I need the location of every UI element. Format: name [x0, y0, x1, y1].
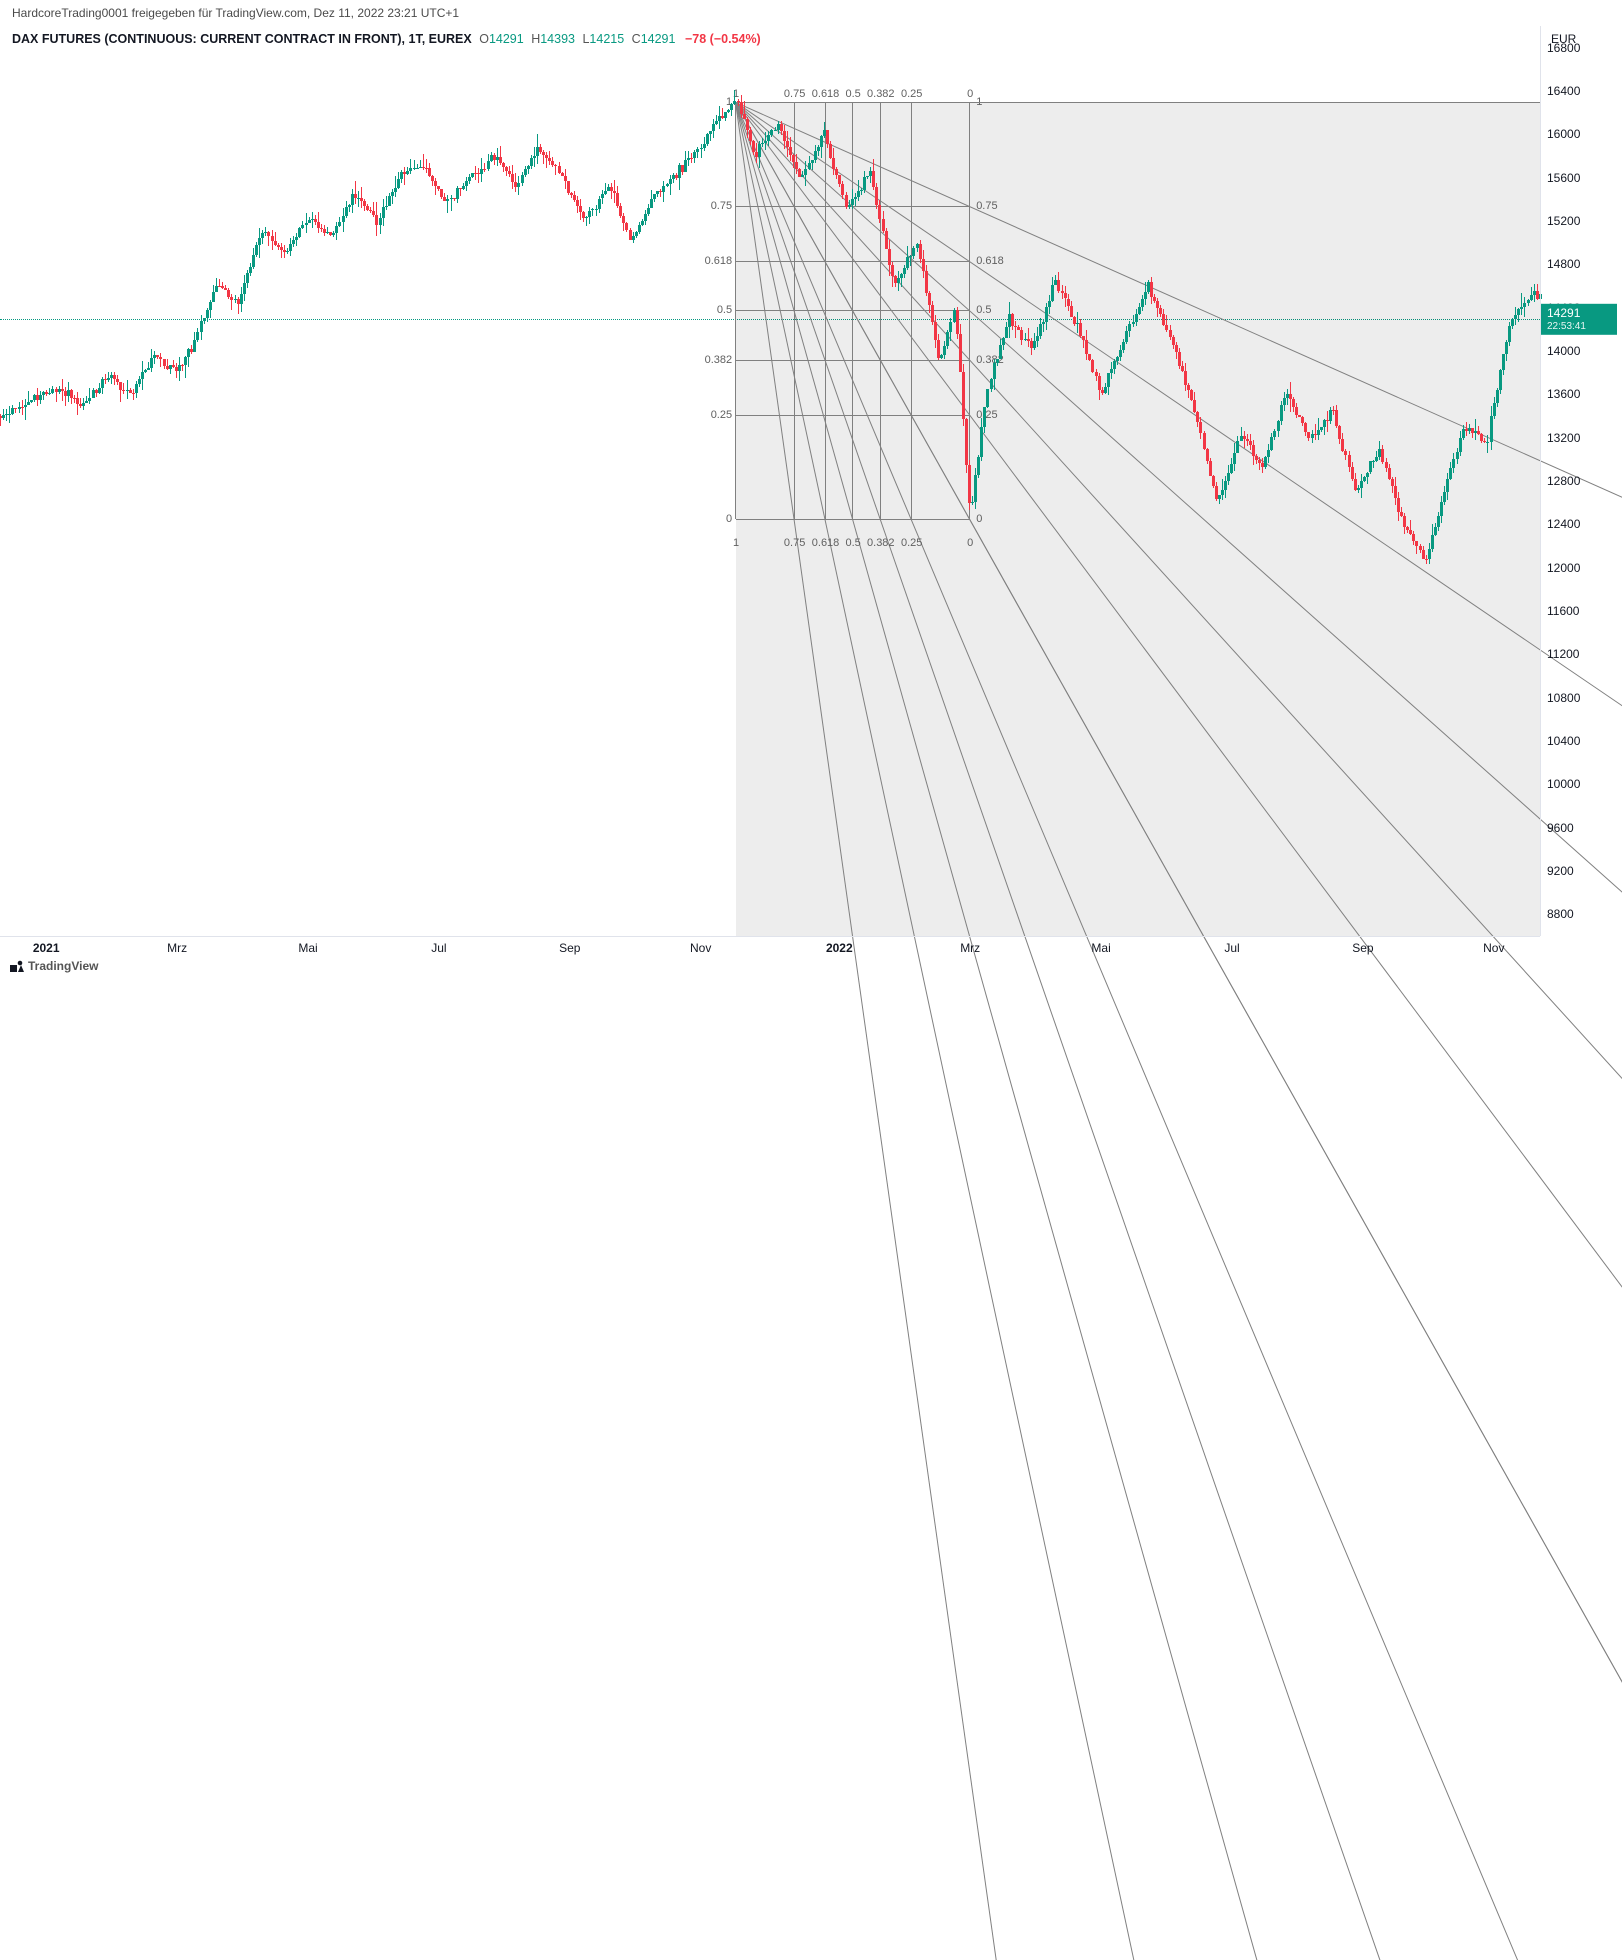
fib-label: 0 [967, 537, 973, 549]
fib-label: 0.25 [711, 409, 732, 421]
y-tick: 16000 [1547, 127, 1580, 141]
y-tick: 13200 [1547, 431, 1580, 445]
y-tick: 12400 [1547, 517, 1580, 531]
x-tick: Jul [431, 941, 446, 955]
fib-label: 0.382 [867, 537, 895, 549]
fib-hline [736, 415, 970, 416]
fib-label: 0 [726, 513, 732, 525]
x-tick: Mrz [167, 941, 187, 955]
y-tick: 8800 [1547, 907, 1574, 921]
y-tick: 13600 [1547, 387, 1580, 401]
fib-vline [880, 102, 881, 519]
y-tick: 10400 [1547, 734, 1580, 748]
watermark-text: TradingView [28, 959, 98, 973]
fib-fan-ray [736, 102, 1540, 103]
publisher: HardcoreTrading0001 [12, 6, 128, 20]
y-tick: 12000 [1547, 561, 1580, 575]
fib-label: 0.75 [711, 200, 732, 212]
fib-label: 0.75 [784, 537, 805, 549]
fib-box-edge [736, 519, 970, 520]
fib-label: 0.25 [976, 409, 997, 421]
fib-label: 0.25 [901, 88, 922, 100]
fib-label: 0.618 [812, 537, 840, 549]
y-tick: 9200 [1547, 864, 1574, 878]
fib-label: 0.5 [976, 304, 991, 316]
tradingview-icon [10, 960, 24, 974]
fib-label: 0.5 [717, 304, 732, 316]
fib-label: 1 [733, 537, 739, 549]
fib-label: 0.25 [901, 537, 922, 549]
tradingview-watermark: TradingView [10, 959, 98, 974]
y-tick: 12800 [1547, 474, 1580, 488]
y-tick: 16400 [1547, 84, 1580, 98]
x-tick: Mai [1091, 941, 1110, 955]
x-axis[interactable]: 2021 Mrz Mai Jul Sep Nov 2022 Mrz Mai Jul Sep Nov [0, 936, 1540, 960]
x-tick: 2022 [826, 941, 853, 955]
y-tick: 10800 [1547, 691, 1580, 705]
y-tick: 16800 [1547, 41, 1580, 55]
y-tick: 14800 [1547, 257, 1580, 271]
fib-hline [736, 360, 970, 361]
y-tick: 15200 [1547, 214, 1580, 228]
last-price-badge: 1429122:53:41 [1541, 304, 1617, 334]
y-tick: 11200 [1547, 647, 1579, 661]
x-tick: Jul [1224, 941, 1239, 955]
y-tick: 10000 [1547, 777, 1580, 791]
y-tick: 11600 [1547, 604, 1579, 618]
price-chart[interactable]: 11110.750.750.750.750.6180.6180.6180.618… [0, 26, 1540, 936]
fib-label: 0.75 [784, 88, 805, 100]
x-tick: Sep [559, 941, 580, 955]
publish-info: HardcoreTrading0001 freigegeben für Trad… [12, 6, 459, 20]
fib-label: 0.75 [976, 200, 997, 212]
publish-timestamp: Dez 11, 2022 23:21 UTC+1 [314, 6, 460, 20]
fib-label: 0 [967, 88, 973, 100]
x-tick: Nov [690, 941, 711, 955]
fib-label: 0 [976, 513, 982, 525]
fib-label: 0.5 [846, 88, 861, 100]
y-tick: 15600 [1547, 171, 1580, 185]
y-tick: 9600 [1547, 821, 1574, 835]
y-tick: 14000 [1547, 344, 1580, 358]
x-tick: 2021 [33, 941, 60, 955]
fib-label: 0.5 [846, 537, 861, 549]
fib-label: 0.618 [976, 255, 1004, 267]
y-axis[interactable]: EUR 168001640016000156001520014800144001… [1540, 26, 1622, 936]
fib-label: 0.382 [705, 354, 733, 366]
x-tick: Nov [1483, 941, 1504, 955]
published-for: freigegeben für TradingView.com, [132, 6, 311, 20]
fib-label: 0.618 [705, 255, 733, 267]
fib-vline [911, 102, 912, 519]
fib-label: 0.618 [812, 88, 840, 100]
x-tick: Mai [298, 941, 317, 955]
x-tick: Mrz [960, 941, 980, 955]
fib-label: 0.382 [867, 88, 895, 100]
x-tick: Sep [1352, 941, 1373, 955]
